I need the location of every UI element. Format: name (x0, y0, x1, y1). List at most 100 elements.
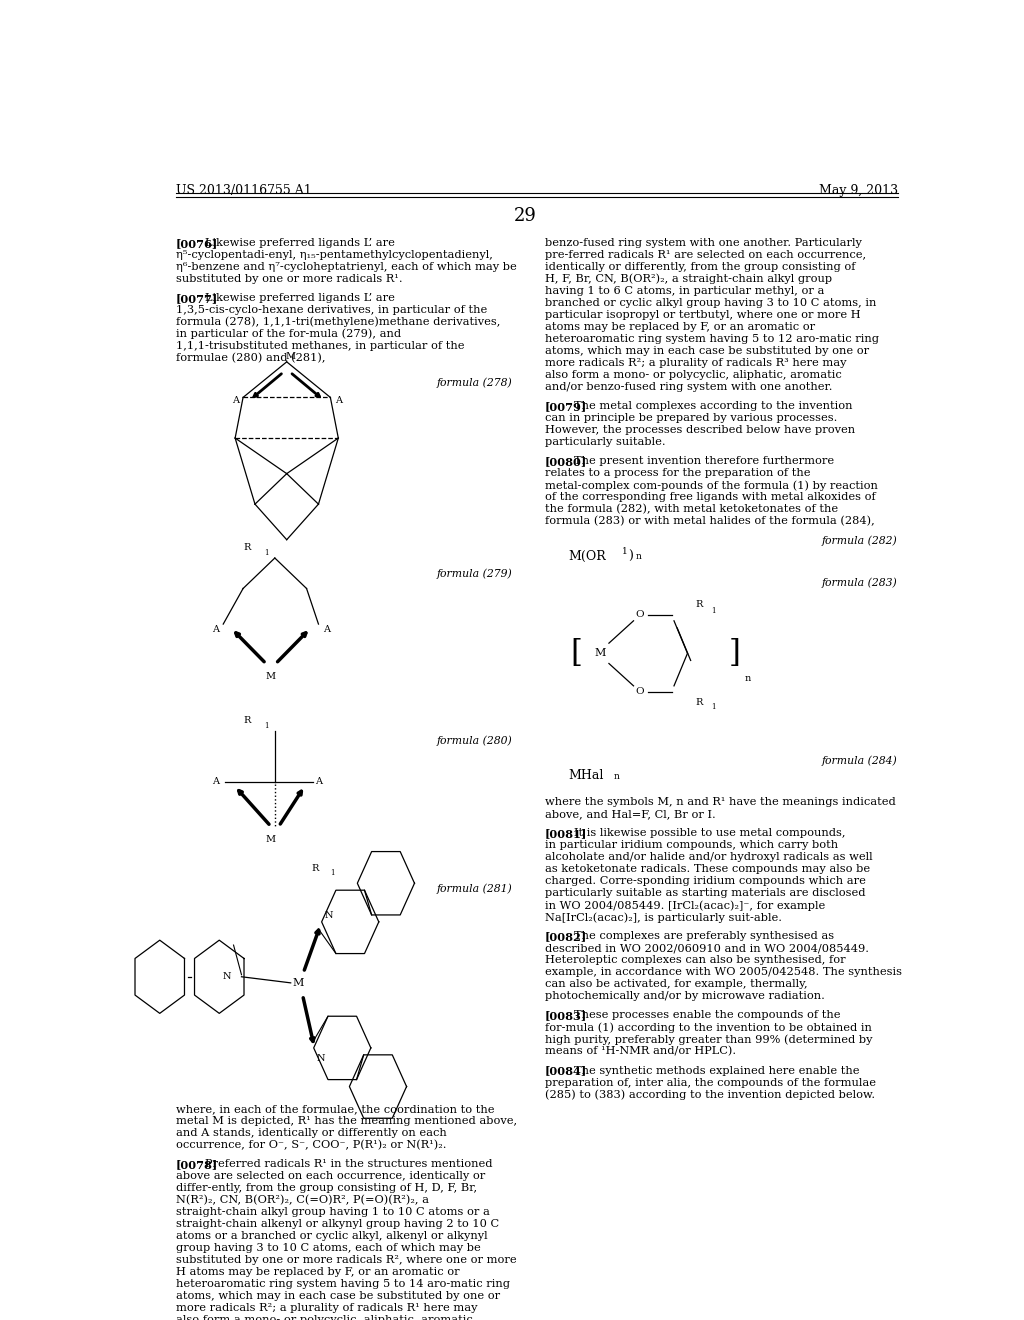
Text: the formula (282), with metal ketoketonates of the: the formula (282), with metal ketoketona… (545, 504, 838, 515)
Text: means of ¹H-NMR and/or HPLC).: means of ¹H-NMR and/or HPLC). (545, 1047, 736, 1057)
Text: 1,1,1-trisubstituted methanes, in particular of the: 1,1,1-trisubstituted methanes, in partic… (176, 341, 464, 351)
Text: and/or benzo-fused ring system with one another.: and/or benzo-fused ring system with one … (545, 381, 833, 392)
Text: straight-chain alkyl group having 1 to 10 C atoms or a: straight-chain alkyl group having 1 to 1… (176, 1208, 489, 1217)
Text: 1: 1 (331, 869, 335, 876)
Text: more radicals R²; a plurality of radicals R³ here may: more radicals R²; a plurality of radical… (545, 358, 846, 367)
Text: A: A (315, 777, 322, 787)
Text: However, the processes described below have proven: However, the processes described below h… (545, 425, 855, 434)
Text: formula (284): formula (284) (822, 755, 898, 766)
Text: These processes enable the compounds of the: These processes enable the compounds of … (574, 1010, 841, 1020)
Text: Likewise preferred ligands L’ are: Likewise preferred ligands L’ are (205, 293, 395, 302)
Text: 29: 29 (513, 207, 537, 226)
Text: US 2013/0116755 A1: US 2013/0116755 A1 (176, 183, 311, 197)
Text: charged. Corre-sponding iridium compounds which are: charged. Corre-sponding iridium compound… (545, 876, 865, 886)
Text: group having 3 to 10 C atoms, each of which may be: group having 3 to 10 C atoms, each of wh… (176, 1243, 480, 1253)
Text: formula (278): formula (278) (437, 378, 513, 388)
Text: particular isopropyl or tertbutyl, where one or more H: particular isopropyl or tertbutyl, where… (545, 310, 860, 319)
Text: pre-ferred radicals R¹ are selected on each occurrence,: pre-ferred radicals R¹ are selected on e… (545, 249, 865, 260)
Text: particularly suitable.: particularly suitable. (545, 437, 666, 446)
Text: 1: 1 (712, 704, 716, 711)
Text: N: N (223, 973, 231, 981)
Text: preparation of, inter alia, the compounds of the formulae: preparation of, inter alia, the compound… (545, 1077, 876, 1088)
Text: M: M (293, 978, 304, 987)
Text: 1: 1 (712, 607, 716, 615)
Text: benzo-fused ring system with one another. Particularly: benzo-fused ring system with one another… (545, 238, 861, 248)
Text: formula (282): formula (282) (822, 535, 898, 545)
Text: identically or differently, from the group consisting of: identically or differently, from the gro… (545, 261, 855, 272)
Text: for-mula (1) according to the invention to be obtained in: for-mula (1) according to the invention … (545, 1023, 871, 1034)
Text: A: A (335, 396, 342, 405)
Text: R: R (311, 863, 318, 873)
Text: It is likewise possible to use metal compounds,: It is likewise possible to use metal com… (574, 828, 846, 838)
Text: [0078]: [0078] (176, 1159, 218, 1171)
Text: [0080]: [0080] (545, 455, 587, 467)
Text: M(OR: M(OR (568, 549, 606, 562)
Text: The synthetic methods explained here enable the: The synthetic methods explained here ena… (574, 1065, 860, 1076)
Text: n: n (613, 772, 620, 780)
Text: R: R (695, 697, 703, 706)
Text: in particular of the for-mula (279), and: in particular of the for-mula (279), and (176, 329, 400, 339)
Text: η⁶-benzene and η⁷-cycloheptatrienyl, each of which may be: η⁶-benzene and η⁷-cycloheptatrienyl, eac… (176, 261, 516, 272)
Text: atoms, which may in each case be substituted by one or: atoms, which may in each case be substit… (176, 1291, 500, 1302)
Text: formulae (280) and (281),: formulae (280) and (281), (176, 352, 325, 363)
Text: Heteroleptic complexes can also be synthesised, for: Heteroleptic complexes can also be synth… (545, 956, 845, 965)
Text: in particular iridium compounds, which carry both: in particular iridium compounds, which c… (545, 840, 838, 850)
Text: M: M (286, 352, 296, 362)
Text: A: A (212, 624, 219, 634)
Text: [0083]: [0083] (545, 1010, 587, 1022)
Text: and A stands, identically or differently on each: and A stands, identically or differently… (176, 1129, 446, 1138)
Text: where the symbols M, n and R¹ have the meanings indicated: where the symbols M, n and R¹ have the m… (545, 797, 895, 807)
Text: high purity, preferably greater than 99% (determined by: high purity, preferably greater than 99%… (545, 1035, 872, 1045)
Text: 1: 1 (623, 546, 628, 556)
Text: [0076]: [0076] (176, 238, 218, 248)
Text: N: N (325, 911, 333, 920)
Text: more radicals R²; a plurality of radicals R¹ here may: more radicals R²; a plurality of radical… (176, 1303, 477, 1313)
Text: substituted by one or more radicals R², where one or more: substituted by one or more radicals R², … (176, 1255, 516, 1266)
Text: M: M (266, 672, 275, 681)
Text: ]: ] (729, 638, 741, 669)
Text: [0079]: [0079] (545, 401, 587, 412)
Text: R: R (244, 544, 251, 552)
Text: formula (283) or with metal halides of the formula (284),: formula (283) or with metal halides of t… (545, 516, 874, 527)
Text: A: A (231, 396, 239, 405)
Text: 1: 1 (264, 549, 269, 557)
Text: n: n (744, 675, 751, 684)
Text: where, in each of the formulae, the coordination to the: where, in each of the formulae, the coor… (176, 1105, 495, 1114)
Text: R: R (695, 601, 703, 609)
Text: can in principle be prepared by various processes.: can in principle be prepared by various … (545, 413, 837, 422)
Text: [0082]: [0082] (545, 932, 587, 942)
Text: [: [ (570, 638, 583, 669)
Text: n: n (636, 552, 642, 561)
Text: N(R²)₂, CN, B(OR²)₂, C(=O)R², P(=O)(R²)₂, a: N(R²)₂, CN, B(OR²)₂, C(=O)R², P(=O)(R²)₂… (176, 1196, 429, 1205)
Text: formula (283): formula (283) (822, 577, 898, 587)
Text: formula (280): formula (280) (437, 735, 513, 746)
Text: (285) to (383) according to the invention depicted below.: (285) to (383) according to the inventio… (545, 1089, 874, 1100)
Text: also form a mono- or polycyclic, aliphatic, aromatic: also form a mono- or polycyclic, aliphat… (176, 1315, 472, 1320)
Text: 1: 1 (264, 722, 269, 730)
Text: straight-chain alkenyl or alkynyl group having 2 to 10 C: straight-chain alkenyl or alkynyl group … (176, 1220, 499, 1229)
Text: relates to a process for the preparation of the: relates to a process for the preparation… (545, 469, 810, 478)
Text: The present invention therefore furthermore: The present invention therefore furtherm… (574, 455, 835, 466)
Text: as ketoketonate radicals. These compounds may also be: as ketoketonate radicals. These compound… (545, 865, 869, 874)
Text: occurrence, for O⁻, S⁻, COO⁻, P(R¹)₂ or N(R¹)₂.: occurrence, for O⁻, S⁻, COO⁻, P(R¹)₂ or … (176, 1140, 446, 1151)
Text: metal M is depicted, R¹ has the meaning mentioned above,: metal M is depicted, R¹ has the meaning … (176, 1117, 517, 1126)
Text: [0081]: [0081] (545, 828, 587, 840)
Text: A: A (212, 777, 219, 787)
Text: in WO 2004/085449. [IrCl₂(acac)₂]⁻, for example: in WO 2004/085449. [IrCl₂(acac)₂]⁻, for … (545, 900, 825, 911)
Text: O: O (636, 688, 644, 697)
Text: photochemically and/or by microwave radiation.: photochemically and/or by microwave radi… (545, 991, 824, 1002)
Text: formula (281): formula (281) (437, 883, 513, 894)
Text: atoms may be replaced by F, or an aromatic or: atoms may be replaced by F, or an aromat… (545, 322, 815, 331)
Text: MHal: MHal (568, 770, 604, 783)
Text: [0084]: [0084] (545, 1065, 587, 1077)
Text: M: M (266, 836, 275, 843)
Text: formula (278), 1,1,1-tri(methylene)methane derivatives,: formula (278), 1,1,1-tri(methylene)metha… (176, 317, 500, 327)
Text: 1,3,5-cis-cyclo-hexane derivatives, in particular of the: 1,3,5-cis-cyclo-hexane derivatives, in p… (176, 305, 486, 315)
Text: N: N (316, 1053, 325, 1063)
Text: [0077]: [0077] (176, 293, 218, 304)
Text: formula (279): formula (279) (437, 568, 513, 578)
Text: ): ) (628, 549, 633, 562)
Text: M: M (595, 648, 606, 659)
Text: H, F, Br, CN, B(OR²)₂, a straight-chain alkyl group: H, F, Br, CN, B(OR²)₂, a straight-chain … (545, 273, 831, 284)
Text: Likewise preferred ligands L’ are: Likewise preferred ligands L’ are (205, 238, 395, 248)
